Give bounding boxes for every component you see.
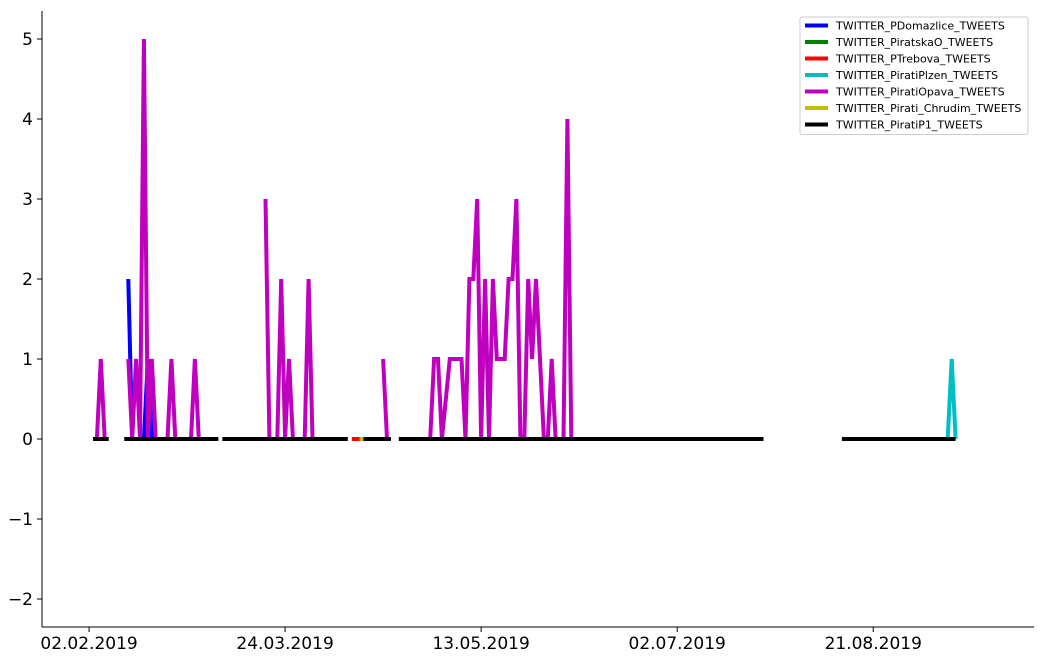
legend: TWITTER_PDomazlice_TWEETS TWITTER_Piratsk… [799, 16, 1029, 135]
series-line-segment [263, 198, 272, 440]
y-tick-label: 4 [22, 110, 33, 130]
series-line-segment [126, 38, 158, 440]
x-tick-label: 02.02.2019 [40, 634, 137, 654]
legend-label: TWITTER_Pirati_Chrudim_TWEETS [835, 102, 1021, 115]
series-line-segment [302, 278, 315, 440]
legend-item: TWITTER_PiratskaO_TWEETS [805, 36, 993, 49]
x-tick-label: 13.05.2019 [432, 634, 529, 654]
legend-label: TWITTER_PDomazlice_TWEETS [835, 20, 1005, 33]
series-line-segment [94, 358, 107, 440]
legend-label: TWITTER_PiratiPlzen_TWEETS [835, 69, 998, 82]
series-line-segment [428, 118, 574, 441]
y-tick-label: −2 [8, 590, 33, 610]
legend-item: TWITTER_PDomazlice_TWEETS [805, 20, 1005, 33]
legend-label: TWITTER_PiratiP1_TWEETS [835, 119, 983, 132]
x-tick-label: 21.08.2019 [825, 634, 922, 654]
legend-item: TWITTER_PTrebova_TWEETS [805, 53, 991, 66]
series-line-segment [165, 358, 178, 440]
series-line-segment [381, 358, 389, 440]
legend-item: TWITTER_PiratiP1_TWEETS [805, 119, 983, 132]
legend-item: TWITTER_Pirati_Chrudim_TWEETS [805, 102, 1021, 115]
series-line-segment [189, 358, 201, 440]
y-tick-label: 0 [22, 430, 33, 450]
y-tick-label: −1 [8, 510, 33, 530]
legend-item: TWITTER_PiratiPlzen_TWEETS [805, 69, 998, 82]
legend-label: TWITTER_PiratiOpava_TWEETS [835, 86, 1005, 99]
y-tick-label: 5 [22, 30, 33, 50]
series-layer [93, 38, 958, 441]
legend-item: TWITTER_PiratiOpava_TWEETS [805, 86, 1005, 99]
y-tick-label: 3 [22, 190, 33, 210]
y-ticks: −2 −1 0 1 2 3 4 5 [8, 30, 42, 610]
series-line-segment [945, 358, 958, 440]
axes-layer [41, 11, 1034, 628]
legend-frame [799, 16, 1029, 135]
legend-label: TWITTER_PiratskaO_TWEETS [835, 36, 993, 49]
x-tick-label: 02.07.2019 [629, 634, 726, 654]
series-TWITTER_PiratiOpava_TWEETS [94, 38, 654, 441]
y-tick-label: 1 [22, 350, 33, 370]
series-line-segment [275, 278, 295, 440]
x-tick-label: 24.03.2019 [236, 634, 333, 654]
y-tick-label: 2 [22, 270, 33, 290]
x-ticks: 02.02.2019 24.03.2019 13.05.2019 02.07.2019… [40, 627, 922, 654]
legend-label: TWITTER_PTrebova_TWEETS [835, 53, 991, 66]
